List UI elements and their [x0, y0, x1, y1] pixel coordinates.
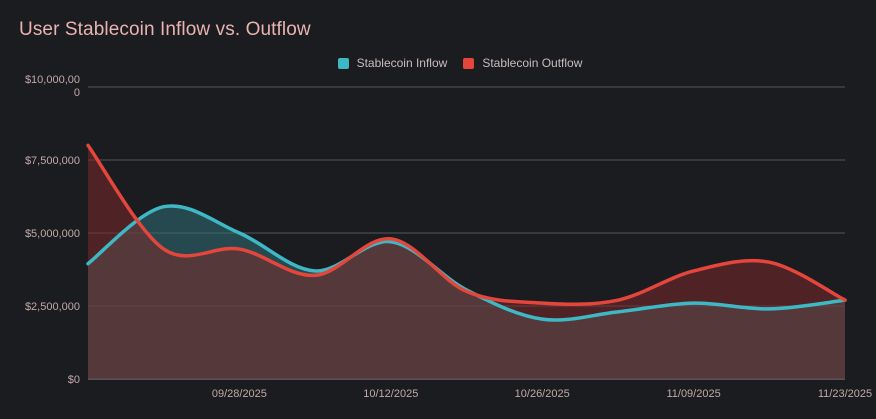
y-tick-label: $2,500,000	[25, 301, 80, 313]
legend-swatch-outflow	[463, 57, 475, 69]
y-tick-label: $10,000,00 0	[25, 74, 80, 99]
legend-swatch-inflow	[337, 57, 349, 69]
x-tick-label: 11/23/2025	[818, 388, 872, 400]
area-outflow	[88, 145, 845, 379]
x-tick-label: 10/12/2025	[363, 388, 418, 400]
series-line-outflow	[86, 143, 847, 306]
legend-item-inflow[interactable]: Stablecoin Inflow	[337, 56, 448, 70]
y-tick-label: $5,000,000	[25, 228, 80, 240]
chart-title: User Stablecoin Inflow vs. Outflow	[19, 19, 311, 40]
y-tick-label: $0	[68, 374, 80, 386]
x-tick-label: 09/28/2025	[212, 388, 267, 400]
legend: Stablecoin Inflow Stablecoin Outflow	[0, 56, 876, 70]
legend-label-outflow: Stablecoin Outflow	[482, 56, 583, 70]
x-tick-label: 11/09/2025	[666, 388, 720, 400]
legend-item-outflow[interactable]: Stablecoin Outflow	[463, 56, 582, 70]
legend-label-inflow: Stablecoin Inflow	[356, 56, 448, 70]
x-tick-label: 10/26/2025	[515, 388, 570, 400]
y-tick-label: $7,500,000	[25, 155, 80, 167]
